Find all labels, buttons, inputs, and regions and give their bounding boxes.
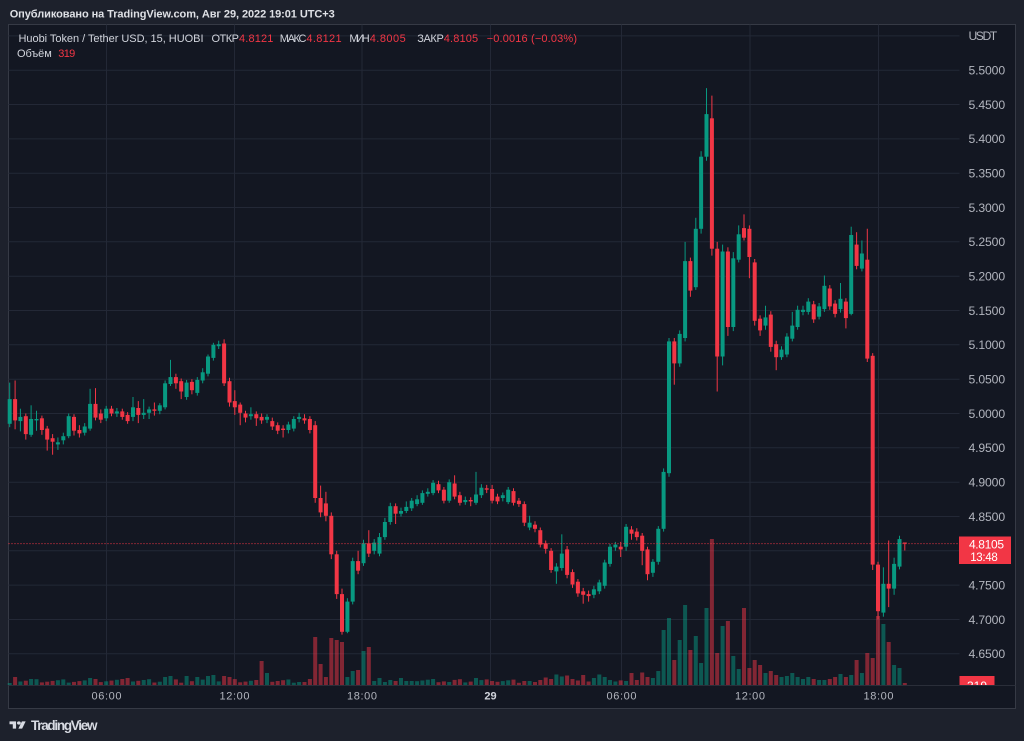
svg-text:4.6500: 4.6500 — [969, 647, 1006, 661]
svg-text:06:00: 06:00 — [607, 690, 637, 702]
svg-text:ОТКР: ОТКР — [212, 33, 240, 45]
svg-text:5.0000: 5.0000 — [969, 407, 1006, 421]
svg-text:4.8121: 4.8121 — [306, 33, 341, 45]
svg-text:МИН: МИН — [349, 33, 369, 45]
svg-text:319: 319 — [967, 679, 987, 693]
svg-text:5.2000: 5.2000 — [969, 270, 1006, 284]
svg-text:Опубликовано на TradingView.co: Опубликовано на TradingView.com, Авг 29,… — [10, 8, 335, 20]
svg-text:4.8105: 4.8105 — [969, 537, 1004, 551]
svg-text:TradingView: TradingView — [31, 718, 98, 733]
svg-text:06:00: 06:00 — [92, 690, 122, 702]
svg-text:18:00: 18:00 — [347, 690, 377, 702]
svg-text:ЗАКР: ЗАКР — [417, 33, 444, 45]
svg-text:12:00: 12:00 — [220, 690, 250, 702]
svg-text:5.3500: 5.3500 — [969, 167, 1006, 181]
svg-text:4.8500: 4.8500 — [969, 510, 1006, 524]
svg-text:−0.0016 (−0.03%): −0.0016 (−0.03%) — [487, 33, 577, 45]
svg-text:4.9500: 4.9500 — [969, 441, 1006, 455]
svg-text:4.7000: 4.7000 — [969, 613, 1006, 627]
svg-text:4.9000: 4.9000 — [969, 476, 1006, 490]
svg-text:319: 319 — [58, 48, 75, 60]
svg-text:29: 29 — [484, 690, 496, 702]
svg-text:4.8105: 4.8105 — [444, 33, 478, 45]
svg-text:4.7500: 4.7500 — [969, 578, 1006, 592]
svg-text:Объём: Объём — [17, 48, 52, 60]
svg-text:4.8005: 4.8005 — [370, 33, 406, 45]
svg-text:5.0500: 5.0500 — [969, 373, 1006, 387]
svg-text:Huobi Token / Tether USD, 15,: Huobi Token / Tether USD, 15, HUOBI — [19, 33, 204, 45]
svg-text:5.2500: 5.2500 — [969, 235, 1006, 249]
svg-text:5.4500: 5.4500 — [969, 98, 1006, 112]
svg-text:12:00: 12:00 — [735, 690, 765, 702]
svg-text:МАКС: МАКС — [280, 33, 307, 45]
svg-text:4.8121: 4.8121 — [239, 33, 273, 45]
svg-text:18:00: 18:00 — [864, 690, 894, 702]
svg-text:USDT: USDT — [969, 29, 998, 43]
svg-text:5.5000: 5.5000 — [969, 64, 1006, 78]
svg-text:5.1500: 5.1500 — [969, 304, 1006, 318]
svg-text:5.4000: 5.4000 — [969, 132, 1006, 146]
svg-text:5.3000: 5.3000 — [969, 201, 1006, 215]
svg-text:13:48: 13:48 — [970, 552, 998, 564]
svg-text:5.1000: 5.1000 — [969, 338, 1006, 352]
